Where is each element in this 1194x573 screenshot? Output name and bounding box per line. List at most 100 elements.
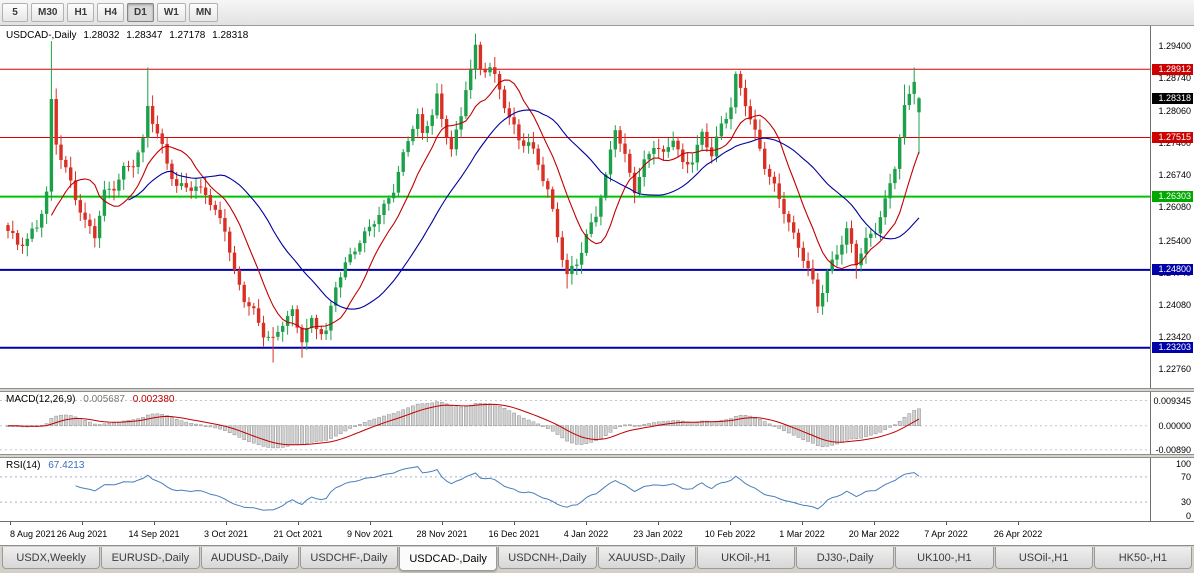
rsi-line — [75, 466, 920, 511]
chart-tab-uk100[interactable]: UK100-,H1 — [895, 547, 994, 569]
chart-tab-usoil[interactable]: USOil-,H1 — [994, 547, 1093, 569]
time-axis-label: 26 Aug 2021 — [56, 529, 108, 539]
timeframe-button-d1[interactable]: D1 — [127, 3, 154, 22]
chart-symbol-period: USDCAD-,Daily — [6, 30, 77, 41]
time-axis-label: 7 Apr 2022 — [924, 529, 968, 539]
price-level-box: 1.28912 — [1152, 63, 1193, 75]
candlestick-chart[interactable] — [0, 26, 1150, 388]
time-axis-tick — [802, 522, 803, 525]
chart-tab-eurusd[interactable]: EURUSD-,Daily — [101, 547, 200, 569]
chart-ohlc-header: USDCAD-,Daily 1.28032 1.28347 1.27178 1.… — [6, 30, 252, 41]
macd-value-main: 0.005687 — [83, 394, 125, 405]
candles — [6, 33, 921, 363]
price-axis-label: 1.28740 — [1158, 72, 1191, 83]
ohlc-low: 1.27178 — [169, 30, 206, 41]
timeframe-toolbar: 5 M30 H1 H4 D1 W1 MN — [0, 0, 1194, 26]
time-axis-tick — [1018, 522, 1019, 525]
time-axis-label: 10 Feb 2022 — [704, 529, 756, 539]
price-level-box: 1.26303 — [1152, 191, 1193, 203]
price-axis-label: 1.23420 — [1158, 332, 1191, 343]
macd-value-signal: 0.002380 — [132, 394, 175, 405]
time-axis[interactable]: 8 Aug 2021 26 Aug 2021 14 Sep 2021 3 Oct 20… — [0, 521, 1194, 545]
macd-pane[interactable]: MACD(12,26,9) 0.005687 0.002380 — [0, 392, 1150, 454]
time-axis-tick — [154, 522, 155, 525]
chart-tab-dj30[interactable]: DJ30-,Daily — [796, 547, 895, 569]
rsi-axis-label: 70 — [1180, 471, 1191, 482]
time-axis-label: 20 Mar 2022 — [848, 529, 900, 539]
price-level-box: 1.27515 — [1152, 131, 1193, 143]
price-axis-label: 1.26740 — [1158, 170, 1191, 181]
ohlc-high: 1.28347 — [126, 30, 163, 41]
price-level-box: 1.23203 — [1152, 342, 1193, 354]
rsi-axis-label: 100 — [1175, 459, 1191, 469]
time-axis-label: 23 Jan 2022 — [633, 529, 683, 539]
rsi-name: RSI(14) — [6, 460, 41, 471]
rsi-pane[interactable]: RSI(14) 67.4213 — [0, 458, 1150, 521]
price-level-box: 1.28318 — [1152, 92, 1193, 104]
time-axis-tick — [946, 522, 947, 525]
time-axis-label: 3 Oct 2021 — [203, 529, 249, 539]
price-axis-label: 1.28060 — [1158, 105, 1191, 116]
time-axis-label: 8 Aug 2021 — [10, 529, 56, 539]
horizontal-levels[interactable] — [0, 68, 1150, 349]
chart-tab-usdcad[interactable]: USDCAD-,Daily — [399, 547, 498, 571]
time-axis-tick — [442, 522, 443, 525]
chart-tab-usdcnh[interactable]: USDCNH-,Daily — [498, 547, 597, 569]
chart-tab-audusd[interactable]: AUDUSD-,Daily — [200, 547, 299, 569]
rsi-indicator-chart — [0, 466, 1150, 511]
time-axis-tick — [658, 522, 659, 525]
price-axis-label: 1.24080 — [1158, 300, 1191, 311]
macd-axis-label: 0.009345 — [1153, 395, 1191, 406]
chart-tab-xauusd[interactable]: XAUUSD-,Daily — [597, 547, 696, 569]
time-axis-tick — [82, 522, 83, 525]
pane-splitter-macd[interactable] — [0, 388, 1194, 392]
timeframe-button-h1[interactable]: H1 — [67, 3, 95, 22]
time-axis-label: 1 Mar 2022 — [779, 529, 825, 539]
macd-name: MACD(12,26,9) — [6, 394, 76, 405]
time-axis-tick — [298, 522, 299, 525]
time-axis-tick — [514, 522, 515, 525]
ma-slow-line — [128, 109, 920, 310]
pane-splitter-rsi[interactable] — [0, 454, 1194, 458]
ohlc-close: 1.28318 — [212, 30, 249, 41]
rsi-value: 67.4213 — [48, 460, 85, 471]
time-axis-label: 4 Jan 2022 — [563, 529, 609, 539]
time-axis-tick — [226, 522, 227, 525]
chart-tab-ukoil[interactable]: UKOil-,H1 — [696, 547, 795, 569]
chart-tab-usdx[interactable]: USDX,Weekly — [2, 547, 101, 569]
time-axis-tick — [874, 522, 875, 525]
main-chart-pane[interactable]: USDCAD-,Daily 1.28032 1.28347 1.27178 1.… — [0, 26, 1150, 388]
rsi-label: RSI(14) 67.4213 — [6, 460, 84, 471]
rsi-axis-label: 30 — [1180, 497, 1191, 508]
ohlc-open: 1.28032 — [83, 30, 120, 41]
time-axis-label: 28 Nov 2021 — [416, 529, 468, 539]
chart-tab-hk50[interactable]: HK50-,H1 — [1093, 547, 1192, 569]
time-axis-tick — [730, 522, 731, 525]
time-axis-tick — [370, 522, 371, 525]
price-axis[interactable]: 1.29400 1.28740 1.28060 1.27400 1.26740 1.260… — [1150, 26, 1194, 521]
time-axis-label: 9 Nov 2021 — [346, 529, 394, 539]
timeframe-button-5[interactable]: 5 — [2, 3, 28, 22]
time-axis-tick — [10, 522, 11, 525]
macd-histogram — [6, 401, 921, 449]
time-axis-label: 16 Dec 2021 — [488, 529, 540, 539]
timeframe-button-m30[interactable]: M30 — [31, 3, 65, 22]
ma-fast-line — [50, 79, 920, 330]
macd-indicator-chart — [0, 400, 1150, 451]
price-level-box: 1.24800 — [1152, 264, 1193, 276]
macd-axis-label: -0.00890 — [1155, 444, 1191, 455]
macd-axis-label: 0.00000 — [1158, 420, 1191, 431]
rsi-axis-label: 0 — [1185, 511, 1191, 521]
chart-tab-usdchf[interactable]: USDCHF-,Daily — [299, 547, 398, 569]
time-axis-tick — [586, 522, 587, 525]
timeframe-button-w1[interactable]: W1 — [156, 3, 186, 22]
timeframe-button-h4[interactable]: H4 — [97, 3, 125, 22]
chart-tabbar: USDX,Weekly EURUSD-,Daily AUDUSD-,Daily USD… — [0, 545, 1194, 573]
macd-signal-line — [8, 403, 920, 446]
price-axis-label: 1.26080 — [1158, 202, 1191, 213]
price-axis-label: 1.29400 — [1158, 40, 1191, 51]
timeframe-button-mn[interactable]: MN — [188, 3, 219, 22]
macd-label: MACD(12,26,9) 0.005687 0.002380 — [6, 394, 174, 405]
time-axis-label: 14 Sep 2021 — [128, 529, 180, 539]
